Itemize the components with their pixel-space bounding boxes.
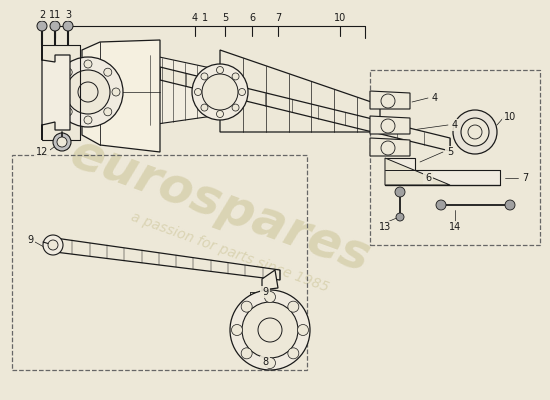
Text: eurospares: eurospares [63,128,377,282]
Text: 1: 1 [202,13,208,23]
Text: 12: 12 [36,147,48,157]
Circle shape [201,73,208,80]
Text: 2: 2 [39,10,45,20]
Polygon shape [262,270,278,290]
Circle shape [84,116,92,124]
Circle shape [265,358,276,368]
Text: 6: 6 [249,13,255,23]
Text: 7: 7 [275,13,281,23]
Text: 4: 4 [452,120,458,130]
Text: 3: 3 [65,10,71,20]
Circle shape [288,301,299,312]
Circle shape [37,21,47,31]
Circle shape [217,110,223,118]
Circle shape [242,302,298,358]
Circle shape [104,108,112,116]
Circle shape [64,68,72,76]
Text: a passion for parts since 1985: a passion for parts since 1985 [129,210,331,294]
Circle shape [112,88,120,96]
Circle shape [468,125,482,139]
Circle shape [505,200,515,210]
Circle shape [230,290,310,370]
Text: 10: 10 [334,13,346,23]
Text: 14: 14 [449,222,461,232]
Circle shape [232,104,239,111]
Circle shape [201,104,208,111]
Polygon shape [385,158,500,185]
Text: 5: 5 [222,13,228,23]
Bar [370,70,540,245]
Circle shape [396,213,404,221]
Circle shape [461,118,489,146]
Text: 10: 10 [504,112,516,122]
Polygon shape [385,158,450,185]
Circle shape [241,301,252,312]
Circle shape [66,70,110,114]
Circle shape [53,133,71,151]
Text: 6: 6 [425,173,431,183]
Circle shape [63,21,73,31]
Circle shape [258,318,282,342]
Polygon shape [370,91,410,109]
Text: 9: 9 [262,287,268,297]
Circle shape [298,324,309,336]
Circle shape [50,21,60,31]
Circle shape [104,68,112,76]
Polygon shape [42,45,70,140]
Text: 4: 4 [192,13,198,23]
Bar [12,155,307,370]
Text: 4: 4 [432,93,438,103]
Circle shape [381,119,395,133]
Polygon shape [82,40,160,152]
Text: 7: 7 [522,173,528,183]
Text: 8: 8 [262,357,268,367]
Circle shape [195,88,201,96]
Text: 5: 5 [447,147,453,157]
Circle shape [202,74,238,110]
Polygon shape [370,116,410,134]
Text: 13: 13 [379,222,391,232]
Circle shape [436,200,446,210]
Text: 9: 9 [27,235,33,245]
Circle shape [192,64,248,120]
Circle shape [232,324,243,336]
Circle shape [43,235,63,255]
Circle shape [78,82,98,102]
Circle shape [84,60,92,68]
Circle shape [217,66,223,74]
Circle shape [288,348,299,359]
Circle shape [381,141,395,155]
Polygon shape [220,50,380,132]
Circle shape [232,73,239,80]
Circle shape [395,187,405,197]
Polygon shape [150,55,220,125]
Polygon shape [160,67,450,151]
Circle shape [265,292,276,302]
Polygon shape [370,138,410,156]
Circle shape [48,240,58,250]
Text: 11: 11 [49,10,61,20]
Circle shape [53,57,123,127]
Circle shape [64,108,72,116]
Circle shape [57,137,67,147]
Circle shape [453,110,497,154]
Circle shape [241,348,252,359]
Circle shape [239,88,245,96]
Polygon shape [55,238,280,280]
Circle shape [381,94,395,108]
Circle shape [56,88,64,96]
